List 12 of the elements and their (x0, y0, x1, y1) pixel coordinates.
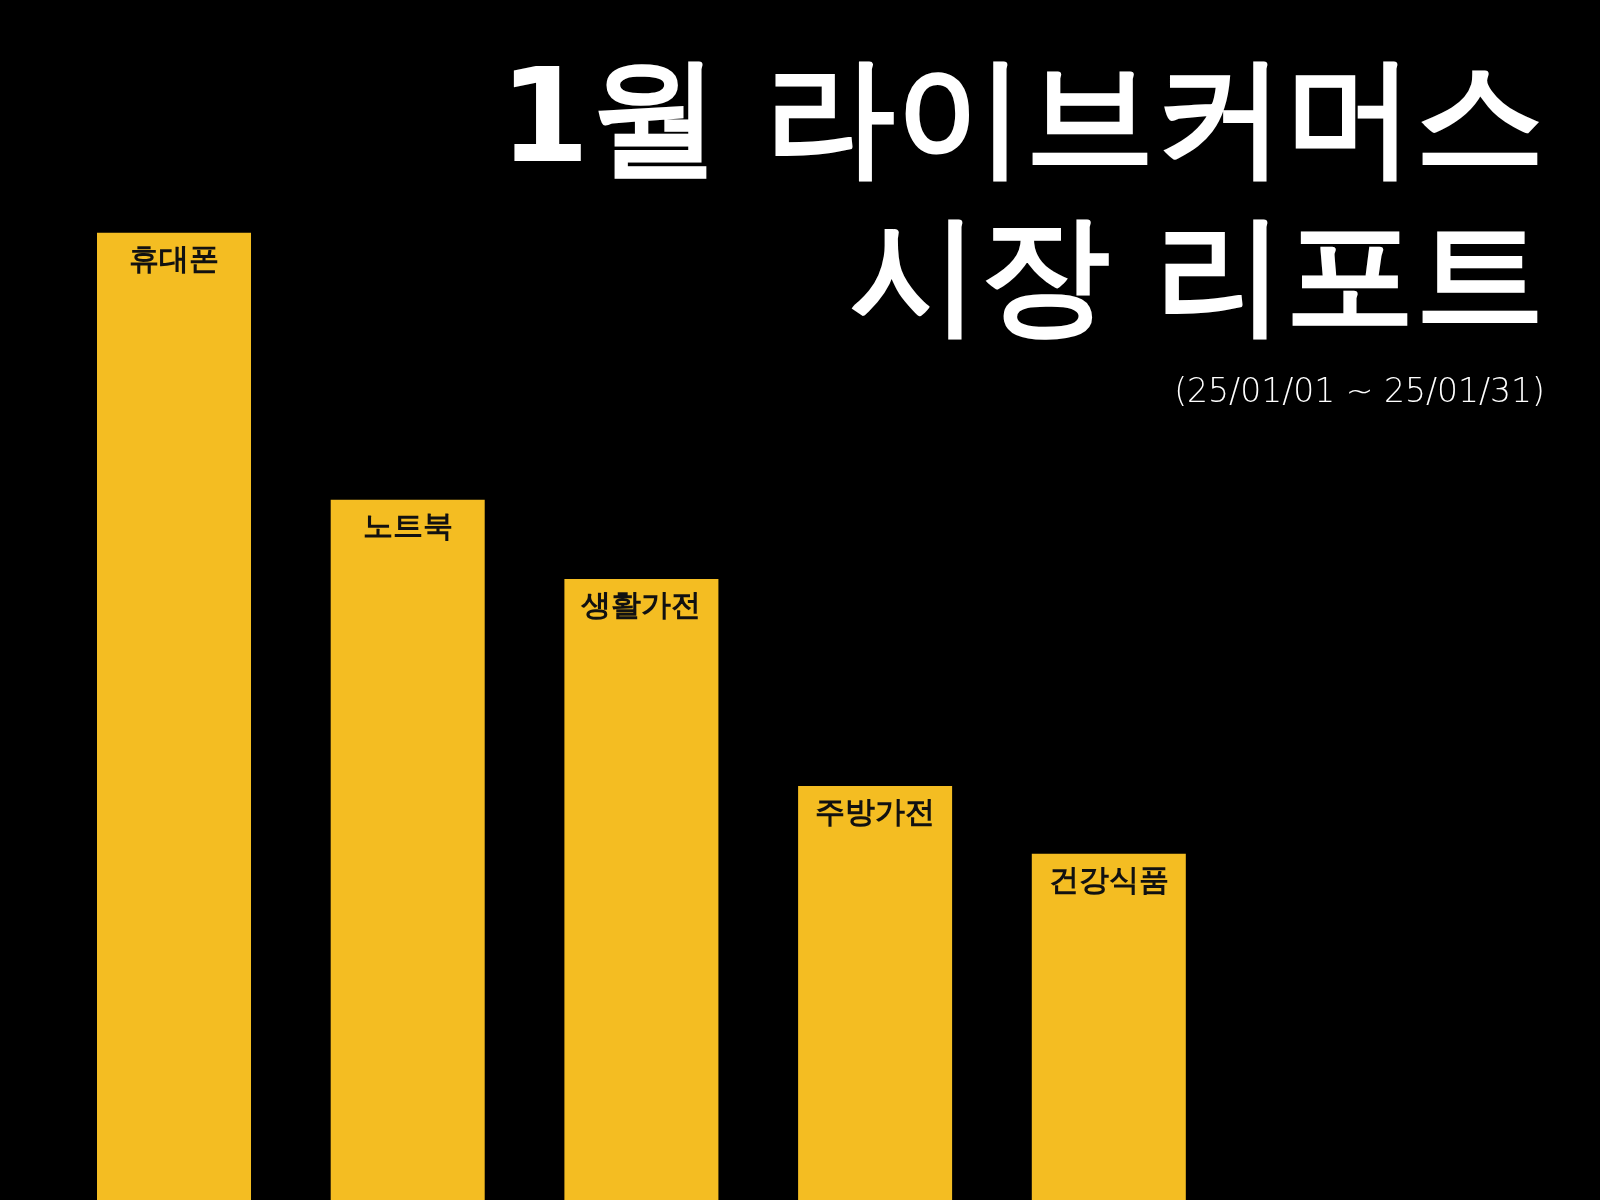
x-tick-label: 주방가전 (815, 794, 936, 830)
x-tick-label: 건강식품 (1048, 861, 1169, 897)
x-tick-label: 휴대폰 (129, 240, 219, 276)
bar (564, 579, 719, 1200)
bar (1031, 853, 1186, 1200)
bar (97, 232, 252, 1200)
chart-title: 1월 라이브커머스 시장 리포트 (499, 40, 1545, 350)
x-tick-label: 생활가전 (580, 587, 702, 623)
bar (798, 786, 953, 1200)
text: (25/01/01 ~ 25/01/31) (1174, 371, 1545, 410)
bar (330, 499, 485, 1200)
x-tick-label: 노트북 (362, 507, 453, 543)
